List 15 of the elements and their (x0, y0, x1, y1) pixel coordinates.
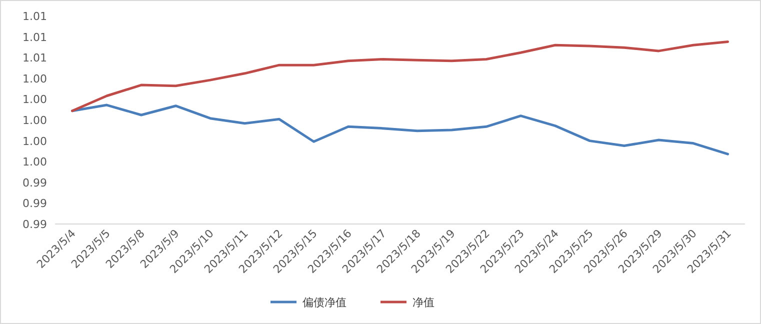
y-tick-label: 0.99 (22, 197, 47, 210)
y-tick-label: 1.00 (22, 134, 47, 148)
y-tick-label: 1.00 (22, 156, 47, 169)
y-tick-label: 1.00 (22, 72, 47, 86)
y-tick-label: 1.01 (22, 52, 47, 65)
legend-label: 净值 (412, 296, 434, 309)
y-tick-label: 1.01 (22, 10, 47, 23)
line-series (71, 40, 729, 112)
y-tick-label: 0.99 (22, 218, 47, 231)
y-tick-label: 1.01 (22, 30, 47, 44)
line-series (71, 104, 729, 156)
y-tick-label: 1.00 (22, 114, 47, 127)
y-tick-label: 0.99 (22, 176, 47, 190)
y-tick-label: 1.00 (22, 93, 47, 106)
legend-label: 偏债净值 (302, 296, 346, 309)
